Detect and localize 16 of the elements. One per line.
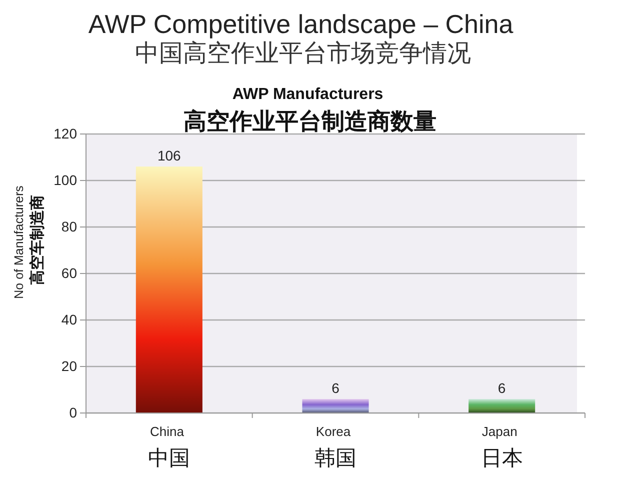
chart-title: AWP Competitive landscape – China 中国高空作业平台市场竞争情况	[88, 9, 514, 67]
x-tick-label: Korea 韩国	[314, 424, 356, 470]
x-tick-label: China 中国	[148, 424, 190, 470]
chart-subtitle: AWP Manufacturers 高空作业平台制造商数量	[184, 86, 436, 134]
y-tick-label: 120	[54, 125, 78, 142]
data-label: 6	[498, 380, 506, 396]
data-label: 106	[157, 148, 182, 164]
data-label: 6	[332, 380, 340, 396]
y-tick-label: 80	[61, 218, 78, 234]
y-tick-label: 20	[61, 358, 78, 374]
y-axis-title: No of Manufacturers 高空车制造商	[12, 186, 46, 299]
y-tick-label: 60	[61, 264, 78, 281]
x-tick-label: Japan 日本	[480, 424, 523, 470]
y-tick-label: 40	[61, 311, 78, 328]
y-tick-label: 100	[54, 172, 78, 188]
y-tick-label: 0	[69, 404, 78, 420]
